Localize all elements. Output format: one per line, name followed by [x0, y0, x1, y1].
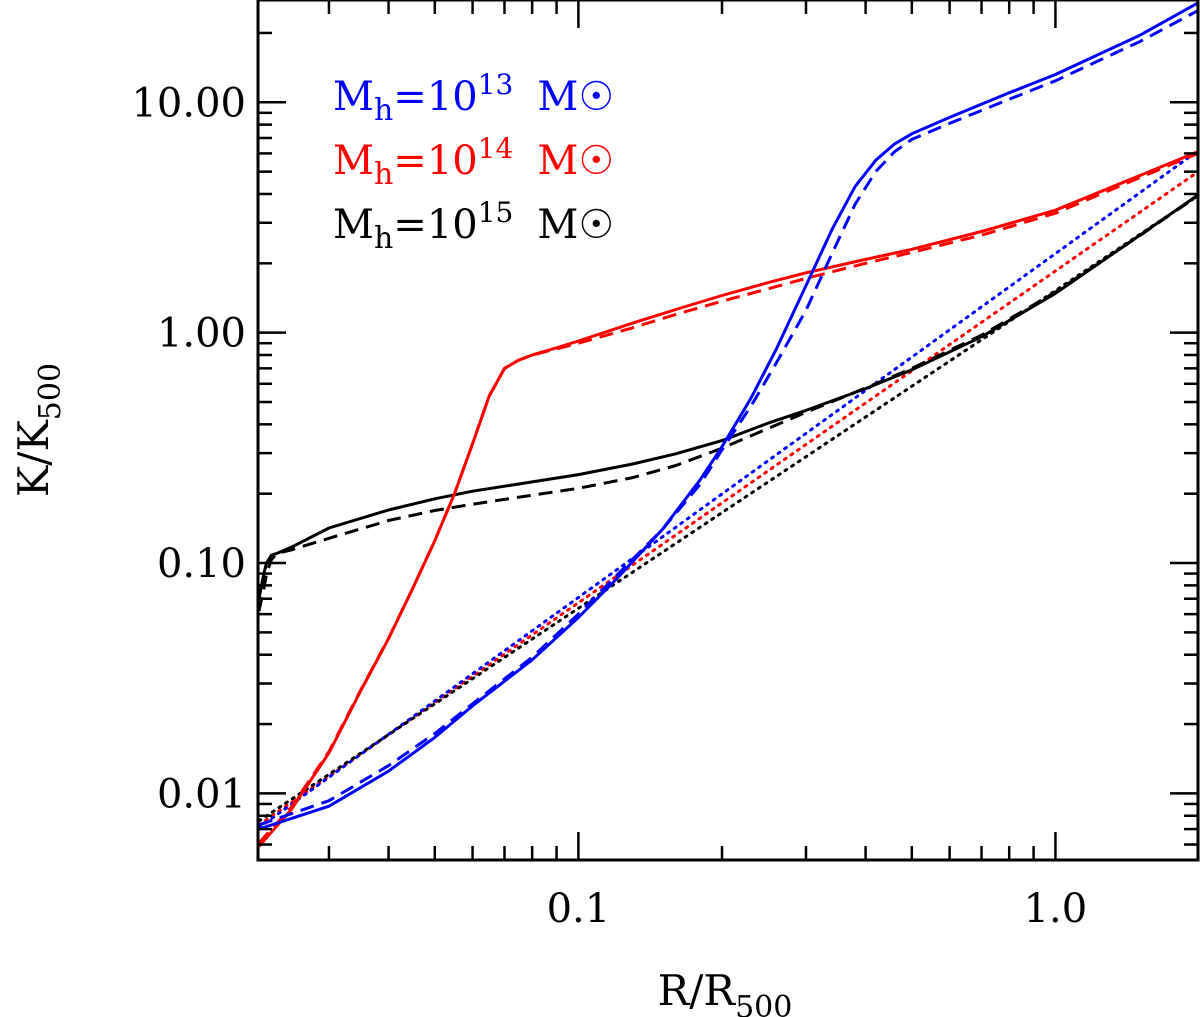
y-axis-title-base: K/K — [9, 419, 58, 498]
legend-mass-sub: h — [374, 93, 393, 128]
legend-equals: =10 — [393, 138, 477, 184]
x-tick-label: 0.1 — [547, 886, 611, 932]
y-tick-label: 0.01 — [157, 771, 246, 817]
series-line-5 — [258, 150, 1198, 848]
legend-mass-sub: h — [374, 221, 393, 256]
legend-mass-symbol: M — [333, 202, 374, 248]
tick-label-layer: 0.1 1.0 0.01 0.10 1.00 10.00 — [131, 80, 1087, 932]
legend-sun-symbol: ☉ — [578, 202, 614, 248]
legend-entry: Mh=1014 M☉ — [333, 132, 614, 192]
x-axis-title-base: R/R — [658, 966, 737, 1015]
series-line-4 — [258, 193, 1198, 599]
legend: Mh=1013 M☉Mh=1014 M☉Mh=1015 M☉ — [333, 68, 614, 256]
legend-sun-symbol: ☉ — [578, 74, 614, 120]
legend-equals: =10 — [393, 74, 477, 120]
legend-exponent: 13 — [478, 68, 514, 101]
x-axis-title: R/R500 — [658, 966, 793, 1017]
series-line-3 — [258, 194, 1198, 612]
legend-unit: M — [537, 74, 578, 120]
legend-unit: M — [537, 202, 578, 248]
y-tick-label: 0.10 — [157, 541, 246, 587]
series-line-7 — [258, 1, 1198, 831]
y-axis-title-sub: 500 — [33, 363, 68, 420]
y-axis-title: K/K500 — [9, 363, 68, 497]
legend-exponent: 15 — [478, 196, 514, 229]
legend-entry: Mh=1015 M☉ — [333, 196, 614, 256]
legend-mass-symbol: M — [333, 74, 374, 120]
series-line-8 — [258, 9, 1198, 827]
y-tick-label: 1.00 — [157, 311, 246, 357]
legend-exponent: 14 — [478, 132, 514, 165]
y-tick-label: 10.00 — [131, 80, 246, 126]
legend-mass-symbol: M — [333, 138, 374, 184]
series-line-6 — [258, 152, 1198, 844]
legend-equals: =10 — [393, 202, 477, 248]
series-layer — [258, 1, 1198, 848]
legend-unit: M — [537, 138, 578, 184]
tick-layer — [258, 0, 1198, 860]
legend-entry: Mh=1013 M☉ — [333, 68, 614, 128]
legend-sun-symbol: ☉ — [578, 138, 614, 184]
series-line-1 — [258, 149, 1198, 830]
x-tick-label: 1.0 — [1024, 886, 1088, 932]
legend-mass-sub: h — [374, 157, 393, 192]
plot-frame — [256, 0, 1200, 862]
x-axis-title-sub: 500 — [735, 990, 792, 1017]
